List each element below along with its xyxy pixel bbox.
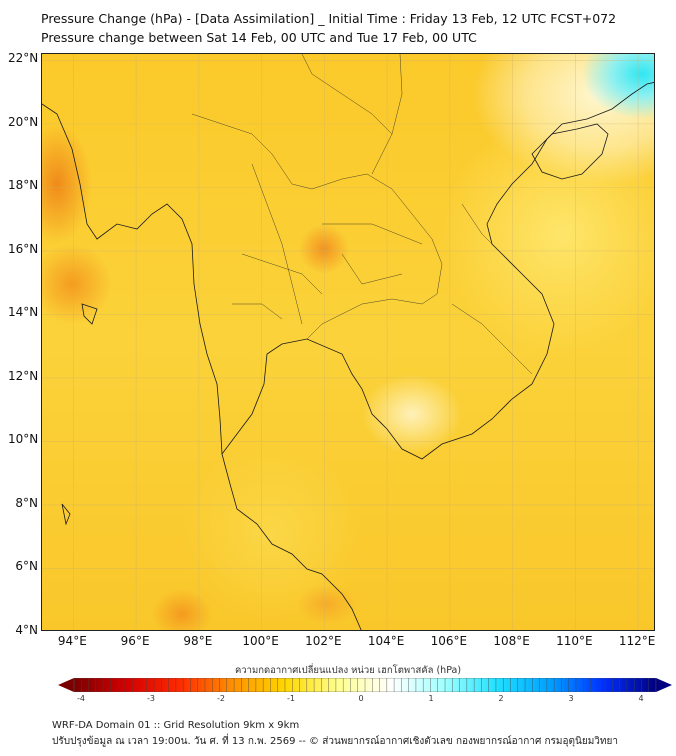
lat-label: 12°N (8, 368, 39, 383)
colorbar-min-arrow (58, 678, 74, 692)
lon-label: 112°E (618, 634, 656, 648)
lat-label: 10°N (8, 432, 39, 447)
lon-label: 108°E (493, 634, 530, 648)
map-overlay (42, 54, 654, 630)
lon-label: 110°E (556, 634, 593, 648)
colorbar-tick-label: -3 (147, 694, 155, 703)
lon-label: 96°E (120, 634, 150, 648)
colorbar-title: ความกดอากาศเปลี่ยนแปลง หน่วย เฮกโตพาสคัล… (234, 665, 462, 676)
lat-label: 4°N (15, 623, 38, 637)
colorbar-tick-label: -4 (77, 694, 85, 703)
colorbar-max-arrow (656, 678, 672, 692)
footer-model-info: WRF-DA Domain 01 :: Grid Resolution 9km … (52, 720, 300, 731)
lon-label: 102°E (305, 634, 342, 648)
lat-label: 14°N (8, 305, 39, 320)
colorbar-tick-label: 0 (358, 694, 364, 703)
lon-label: 104°E (367, 634, 405, 648)
lon-label: 106°E (430, 634, 468, 648)
province-borders (191, 54, 533, 375)
lat-label: 8°N (15, 495, 38, 510)
lon-label: 94°E (57, 634, 87, 648)
footer-update-info: ปรับปรุงข้อมูล ณ เวลา 19:00น. วัน ศ. ที่… (52, 736, 618, 747)
colorbar-tick-label: -1 (287, 694, 295, 703)
lat-label: 20°N (8, 114, 39, 129)
lon-label: 100°E (242, 634, 279, 648)
lat-label: 6°N (15, 559, 38, 574)
pressure-change-map (41, 53, 655, 631)
chart-subtitle: Pressure change between Sat 14 Feb, 00 U… (41, 30, 477, 45)
lat-label: 18°N (8, 178, 39, 193)
colorbar-tick-label: 3 (568, 694, 574, 703)
lat-label: 22°N (8, 51, 39, 66)
lon-label: 98°E (183, 634, 213, 648)
colorbar-tick-label: 4 (638, 694, 644, 703)
chart-title: Pressure Change (hPa) - [Data Assimilati… (41, 11, 617, 26)
colorbar (58, 678, 672, 692)
colorbar-tick-label: 2 (498, 694, 504, 703)
lat-label: 16°N (8, 241, 39, 256)
coastlines (42, 82, 654, 630)
colorbar-tick-label: 1 (428, 694, 434, 703)
colorbar-tick-label: -2 (217, 694, 225, 703)
